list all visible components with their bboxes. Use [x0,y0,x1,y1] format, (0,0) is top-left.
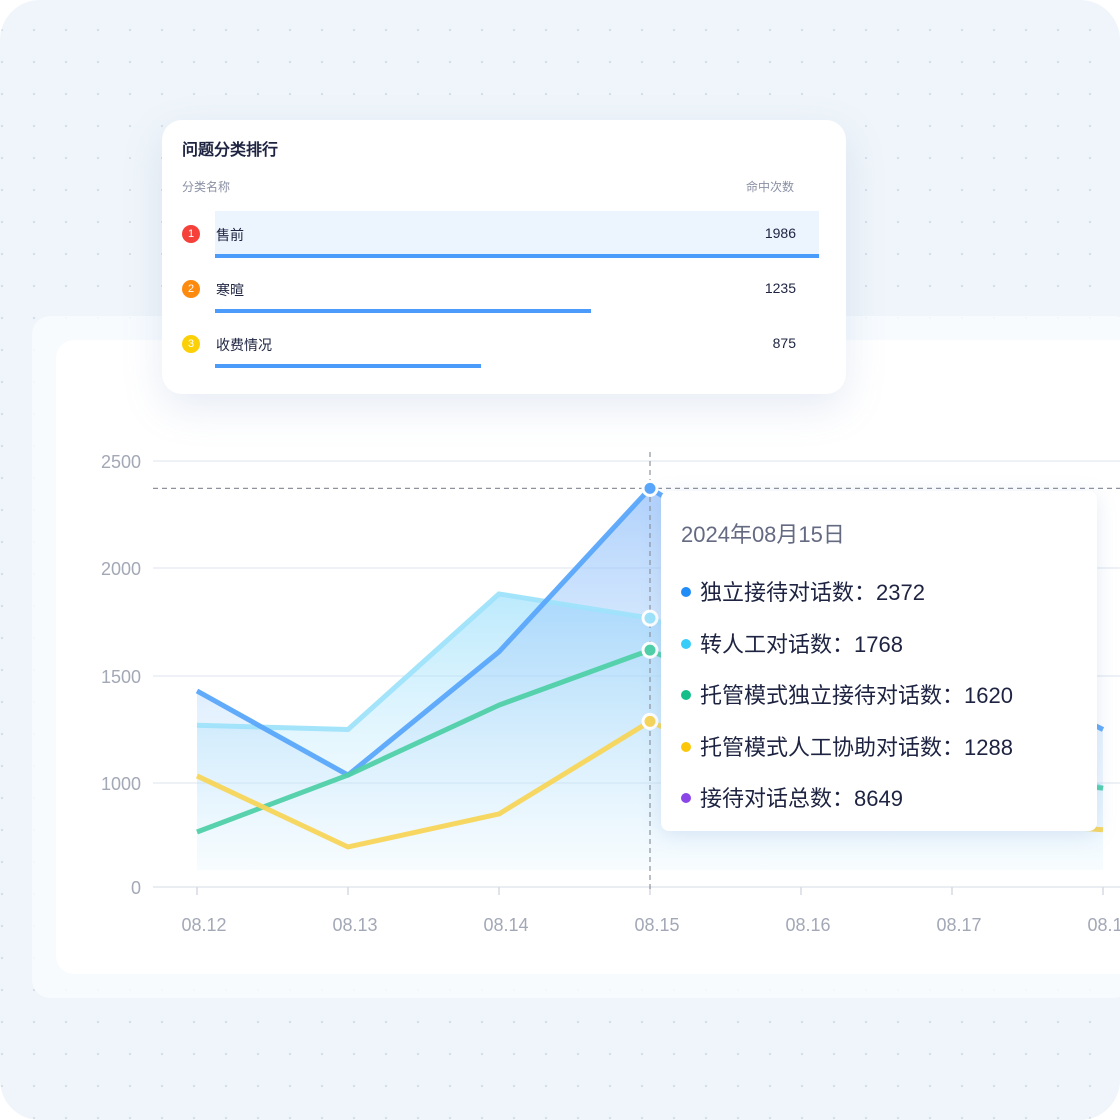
category-name: 售前 [216,227,244,243]
y-tick-label: 2500 [101,452,141,472]
tooltip-item: 转人工对话数：1768 [681,627,903,659]
x-tick-label: 08.16 [785,915,830,935]
legend-dot-icon [681,793,691,804]
hit-count: 1986 [764,225,796,241]
tooltip-item: 托管模式人工协助对话数：1288 [681,730,1013,762]
count-bar [215,364,482,368]
row-highlight [215,211,819,255]
count-bar [215,309,591,313]
legend-dot-icon [681,741,691,752]
tooltip-item-label: 托管模式独立接待对话数：1620 [700,683,1013,708]
hover-point [641,641,659,659]
ranking-row[interactable]: 1 售前 1986 [162,211,846,266]
tooltip-item: 独立接待对话数：2372 [681,575,925,607]
ranking-row[interactable]: 3 收费情况 875 [162,321,846,376]
y-tick-label: 0 [131,878,141,898]
hover-point [641,609,659,627]
tooltip-item-label: 转人工对话数：1768 [700,631,903,657]
hover-point [641,479,659,497]
tooltip-item-label: 独立接待对话数：2372 [700,580,925,605]
column-header-name: 分类名称 [182,180,231,194]
rank-badge: 2 [182,280,200,298]
count-bar [215,254,819,258]
x-tick-label: 08.14 [483,915,528,935]
ranking-row[interactable]: 2 寒暄 1235 [162,266,846,321]
x-tick-label: 08.18 [1087,915,1120,935]
y-tick-label: 1500 [101,667,141,687]
category-name: 收费情况 [216,337,272,353]
rank-badge: 1 [182,225,200,243]
legend-dot-icon [681,638,691,649]
tooltip-item-label: 托管模式人工协助对话数：1288 [700,734,1013,760]
x-tick-label: 08.15 [634,915,679,935]
legend-dot-icon [681,690,691,701]
y-tick-label: 1000 [101,774,141,794]
tooltip-item: 托管模式独立接待对话数：1620 [681,678,1013,710]
tooltip-item-label: 接待对话总数：8649 [700,786,903,811]
ranking-title: 问题分类排行 [182,142,279,159]
x-tick-label: 08.13 [332,915,377,935]
tooltip-date: 2024年08月15日 [681,522,845,547]
x-tick-label: 08.12 [181,915,226,935]
y-tick-label: 2000 [101,559,141,579]
hover-point [641,712,659,730]
category-ranking-card: 问题分类排行 分类名称 命中次数 1 售前 1986 2 寒暄 1235 3 收费情况 875 [162,120,846,394]
hit-count: 875 [772,335,796,351]
hit-count: 1235 [764,280,796,296]
legend-dot-icon [681,587,691,598]
tooltip-item: 接待对话总数：8649 [681,781,903,813]
chart-tooltip: 2024年08月15日 独立接待对话数：2372 转人工对话数：1768 托管模式独… [661,491,1097,831]
rank-badge: 3 [182,335,200,353]
column-header-count: 命中次数 [745,180,794,194]
x-tick-label: 08.17 [936,915,981,935]
category-name: 寒暄 [216,282,244,298]
